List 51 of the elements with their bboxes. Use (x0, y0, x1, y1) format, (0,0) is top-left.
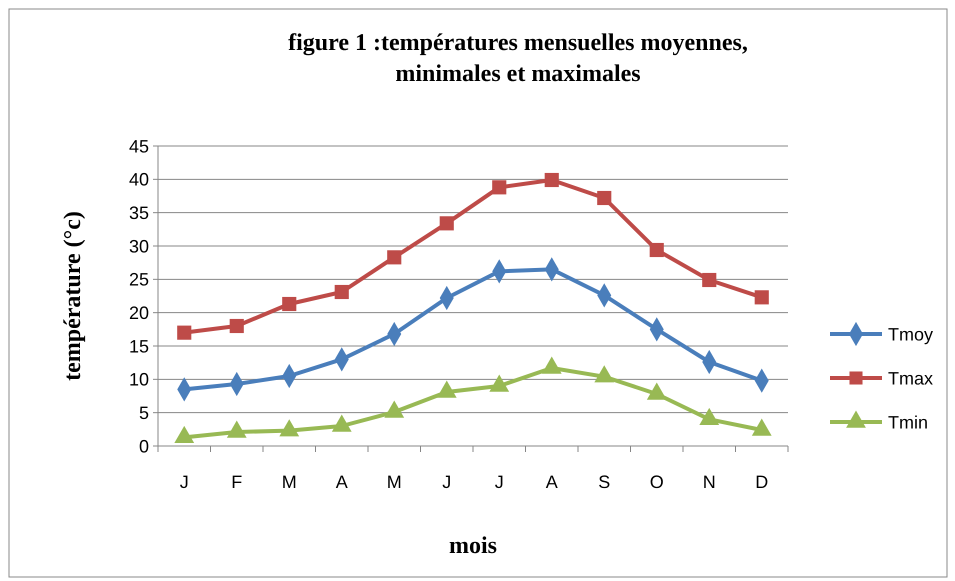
y-tick-label: 25 (128, 270, 149, 290)
x-tick-label: J (180, 472, 189, 492)
x-tick-label: F (231, 472, 242, 492)
x-tick-label: J (442, 472, 452, 492)
point (230, 318, 244, 334)
x-tick-label: A (336, 472, 348, 492)
point (542, 356, 562, 374)
point (174, 426, 194, 444)
point (489, 374, 510, 392)
point (492, 180, 506, 194)
x-tick-label: O (650, 472, 664, 492)
y-tick-label: 15 (128, 336, 149, 356)
point (282, 296, 296, 312)
legend-label: Tmin (888, 412, 928, 432)
y-tick-label: 45 (128, 136, 149, 156)
point (597, 190, 612, 206)
point (387, 250, 402, 264)
point (177, 326, 192, 340)
y-tick-label: 0 (138, 436, 149, 456)
x-tick-label: D (755, 472, 768, 492)
x-tick-label: M (282, 472, 297, 492)
y-tick-label: 5 (138, 402, 149, 423)
legend-label: Tmax (888, 368, 933, 388)
point (544, 172, 559, 188)
point (279, 419, 300, 436)
point (650, 242, 664, 258)
y-tick-label: 20 (128, 302, 149, 323)
point (699, 408, 720, 426)
y-tick-label: 35 (128, 202, 149, 223)
point (334, 284, 349, 300)
x-tick-label: A (546, 472, 558, 492)
point (594, 365, 614, 382)
point (384, 400, 404, 418)
legend-label: Tmoy (888, 324, 933, 344)
point (754, 290, 769, 304)
point (226, 420, 247, 438)
point (702, 272, 716, 288)
y-axis-title: température (°c) (60, 211, 86, 381)
x-tick-label: M (386, 472, 402, 492)
point (436, 380, 457, 398)
x-tick-label: S (598, 472, 610, 492)
point (440, 216, 454, 230)
x-tick-label: N (702, 472, 716, 492)
y-tick-label: 40 (128, 170, 149, 190)
point (332, 414, 352, 432)
point (752, 418, 772, 436)
y-tick-label: 10 (128, 370, 149, 390)
x-axis-title: mois (449, 533, 497, 559)
x-tick-label: J (494, 472, 504, 492)
chart-title: figure 1 :températures mensuelles moyennes, minimales et maximales (288, 30, 748, 87)
y-tick-label: 30 (128, 236, 149, 256)
